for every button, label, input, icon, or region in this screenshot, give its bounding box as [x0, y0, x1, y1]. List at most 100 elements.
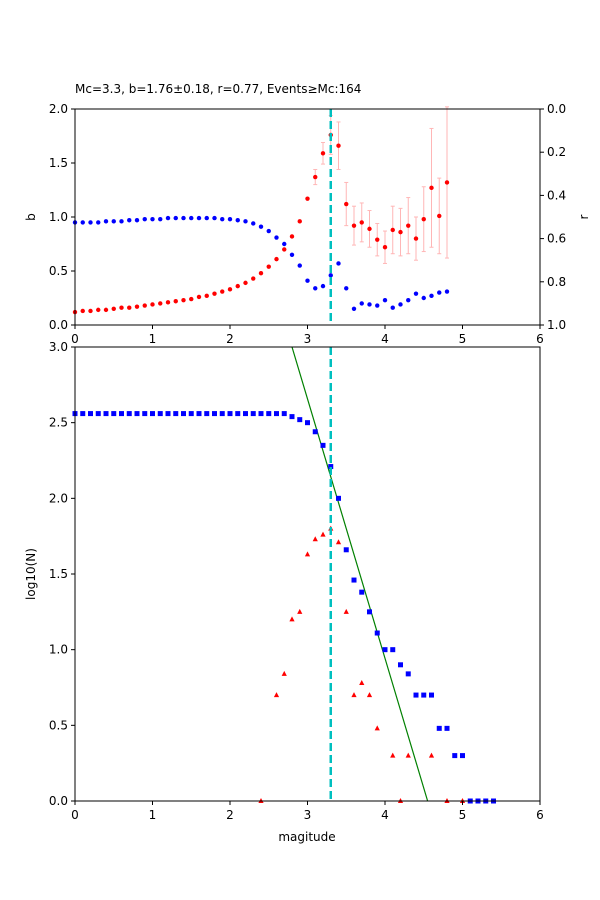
r-point: [313, 286, 318, 291]
r-point: [429, 293, 434, 299]
r-point: [80, 220, 85, 225]
cumulative-point: [398, 662, 403, 668]
cumulative-point: [266, 411, 272, 417]
r-point: [297, 263, 302, 268]
cumulative-point: [111, 411, 117, 417]
b-value-point: [266, 264, 271, 269]
b-value-point: [212, 291, 217, 296]
non-cumulative-point: [281, 670, 287, 676]
cumulative-point: [204, 411, 210, 417]
r-point: [413, 291, 419, 296]
x-tick-label: 2: [226, 332, 234, 346]
cumulative-point: [421, 692, 427, 698]
top-ylabel: b: [24, 213, 38, 221]
y-right-tick-label: 0.0: [547, 102, 566, 116]
non-cumulative-point: [304, 551, 311, 557]
b-value-point: [313, 174, 318, 180]
b-value-point: [429, 185, 434, 191]
y-tick-label: 0.0: [49, 318, 68, 332]
b-value-point: [421, 216, 426, 222]
cumulative-point: [157, 411, 163, 417]
cumulative-point: [165, 411, 171, 417]
b-value-point: [305, 196, 310, 201]
non-cumulative-point: [273, 692, 280, 698]
y-tick-label: 2.5: [49, 416, 68, 430]
r-point: [274, 235, 279, 240]
b-value-point: [165, 300, 171, 305]
non-cumulative-point: [366, 692, 373, 698]
non-cumulative-point: [320, 531, 326, 537]
cumulative-point: [460, 753, 465, 759]
b-value-point: [134, 304, 140, 309]
non-cumulative-point: [297, 608, 303, 614]
cumulative-point: [390, 647, 396, 653]
top-marks: [72, 106, 450, 325]
b-value-point: [382, 245, 388, 250]
bottom-xlabel: magitude: [278, 830, 335, 844]
r-point: [367, 302, 372, 307]
x-tick-label: 5: [459, 332, 467, 346]
non-cumulative-point: [312, 536, 318, 542]
y-right-tick-label: 0.6: [547, 232, 566, 246]
b-value-point: [398, 229, 403, 235]
x-tick-label: 1: [149, 332, 157, 346]
cumulative-point: [95, 411, 101, 417]
cumulative-point: [103, 411, 109, 417]
non-cumulative-point: [335, 539, 342, 545]
r-point: [150, 216, 155, 222]
cumulative-point: [227, 411, 233, 417]
b-value-point: [181, 297, 186, 303]
r-point: [382, 297, 388, 303]
b-value-point: [235, 283, 240, 289]
cumulative-point: [281, 411, 287, 417]
b-value-point: [344, 201, 349, 207]
r-point: [328, 273, 333, 278]
b-value-point: [320, 151, 326, 156]
cumulative-point: [181, 411, 186, 417]
cumulative-point: [351, 577, 357, 583]
y-right-tick-label: 0.4: [547, 188, 566, 202]
r-point: [204, 215, 209, 221]
cumulative-point: [429, 692, 434, 698]
b-value-point: [80, 308, 85, 314]
cumulative-point: [328, 464, 334, 470]
y-tick-label: 0.0: [49, 794, 68, 808]
cumulative-point: [196, 411, 202, 417]
b-value-point: [367, 226, 372, 232]
cumulative-point: [212, 411, 217, 417]
r-point: [127, 218, 132, 223]
non-cumulative-point: [351, 692, 357, 698]
b-value-point: [413, 236, 419, 241]
non-cumulative-point: [374, 725, 380, 731]
non-cumulative-point: [343, 608, 349, 614]
y-right-tick-label: 0.2: [547, 145, 566, 159]
r-point: [220, 216, 225, 222]
x-tick-label: 4: [381, 332, 389, 346]
b-value-point: [119, 305, 124, 310]
bottom-ylabel: log10(N): [24, 548, 38, 600]
y-tick-label: 3.0: [49, 340, 68, 354]
x-tick-label: 6: [536, 332, 544, 346]
r-point: [189, 215, 194, 221]
y-right-tick-label: 0.8: [547, 275, 566, 289]
cumulative-point: [80, 411, 86, 417]
b-value-point: [251, 276, 256, 281]
r-point: [351, 306, 357, 311]
r-point: [421, 295, 426, 301]
r-point: [266, 228, 271, 234]
b-value-point: [150, 302, 155, 307]
x-tick-label: 0: [71, 808, 79, 822]
cumulative-point: [436, 725, 442, 731]
b-value-point: [444, 180, 450, 185]
y-tick-label: 1.5: [49, 156, 68, 170]
cumulative-point: [305, 420, 310, 426]
b-value-point: [189, 296, 194, 302]
cumulative-point: [359, 589, 365, 595]
r-point: [243, 219, 248, 224]
r-point: [398, 302, 403, 307]
x-tick-label: 3: [304, 808, 312, 822]
b-value-point: [297, 219, 302, 224]
r-point: [88, 220, 93, 225]
